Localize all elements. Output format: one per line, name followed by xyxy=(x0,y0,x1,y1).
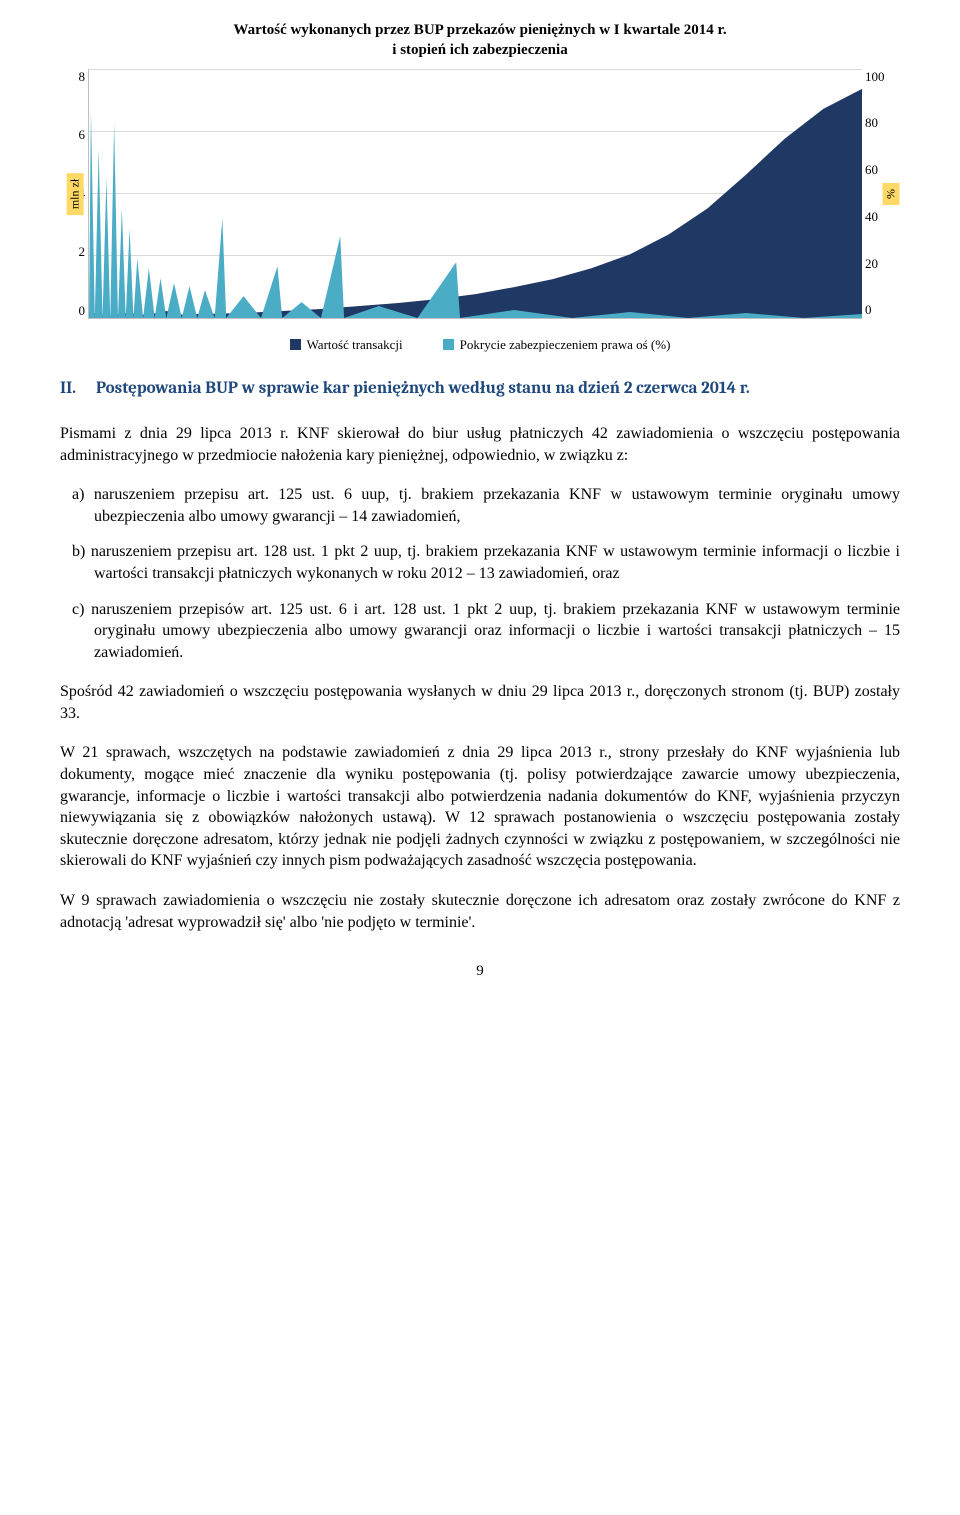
chart-body: mln zł 8 6 4 2 0 % 100 80 xyxy=(60,69,900,319)
list-item-b: b) naruszeniem przepisu art. 128 ust. 1 … xyxy=(60,541,900,584)
y-left-label: mln zł xyxy=(67,172,84,214)
chart-title: Wartość wykonanych przez BUP przekazów p… xyxy=(100,20,860,61)
legend: Wartość transakcji Pokrycie zabezpieczen… xyxy=(60,337,900,353)
legend-swatch-icon xyxy=(443,339,454,350)
y-right-tick: 80 xyxy=(865,115,900,131)
section-heading: II. Postępowania BUP w sprawie kar pieni… xyxy=(60,378,900,401)
legend-swatch-icon xyxy=(290,339,301,350)
plot-area xyxy=(88,69,862,319)
list-item-c: c) naruszeniem przepisów art. 125 ust. 6… xyxy=(60,599,900,664)
heading-text: Postępowania BUP w sprawie kar pieniężny… xyxy=(96,378,750,401)
chart-svg xyxy=(89,69,862,318)
paragraph-intro: Pismami z dnia 29 lipca 2013 r. KNF skie… xyxy=(60,423,900,466)
y-right-tick: 20 xyxy=(865,256,900,272)
legend-label: Pokrycie zabezpieczeniem prawa oś (%) xyxy=(460,337,671,353)
y-left-tick: 8 xyxy=(60,69,85,85)
legend-item: Pokrycie zabezpieczeniem prawa oś (%) xyxy=(443,337,671,353)
series-pokrycie xyxy=(89,88,862,317)
paragraph-w21: W 21 sprawach, wszczętych na podstawie z… xyxy=(60,742,900,872)
chart-region: Wartość wykonanych przez BUP przekazów p… xyxy=(60,20,900,350)
y-right-tick: 100 xyxy=(865,69,900,85)
y-axis-left: mln zł 8 6 4 2 0 xyxy=(60,69,88,319)
legend-label: Wartość transakcji xyxy=(307,337,403,353)
y-left-tick: 6 xyxy=(60,127,85,143)
y-left-tick: 2 xyxy=(60,244,85,260)
y-right-tick: 60 xyxy=(865,162,900,178)
y-axis-right: % 100 80 60 40 20 0 xyxy=(862,69,900,319)
y-right-tick: 0 xyxy=(865,302,900,318)
y-right-tick: 40 xyxy=(865,209,900,225)
y-right-label: % xyxy=(883,183,900,205)
paragraph-w9: W 9 sprawach zawiadomienia o wszczęciu n… xyxy=(60,890,900,933)
chart-title-line2: i stopień ich zabezpieczenia xyxy=(392,42,567,58)
y-left-tick: 0 xyxy=(60,303,85,319)
legend-item: Wartość transakcji xyxy=(290,337,403,353)
heading-roman: II. xyxy=(60,378,96,401)
list-item-a: a) naruszeniem przepisu art. 125 ust. 6 … xyxy=(60,484,900,527)
list-block: a) naruszeniem przepisu art. 125 ust. 6 … xyxy=(60,484,900,663)
paragraph-sposrod: Spośród 42 zawiadomień o wszczęciu postę… xyxy=(60,681,900,724)
page-number: 9 xyxy=(60,963,900,980)
chart-title-line1: Wartość wykonanych przez BUP przekazów p… xyxy=(233,22,726,38)
